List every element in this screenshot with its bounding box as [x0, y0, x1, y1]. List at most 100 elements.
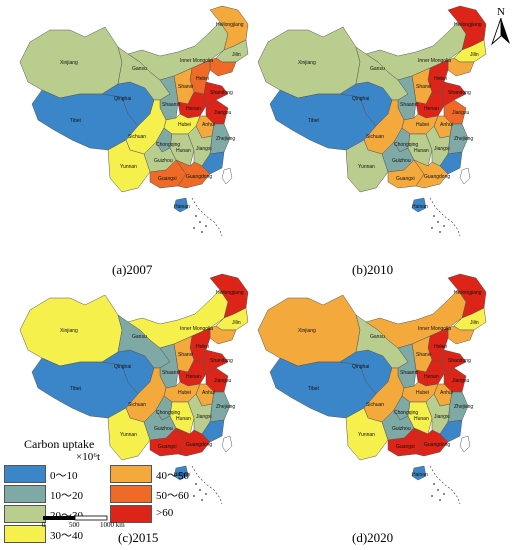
- label-tibet: Tibet: [308, 118, 320, 124]
- legend-swatch-0: [4, 465, 46, 483]
- province-hainan: [173, 465, 189, 481]
- province-hainan: [411, 197, 427, 213]
- label-hainan: Hainan: [174, 204, 190, 210]
- label-zhejiang: Zhejiang: [216, 136, 235, 142]
- label-qinghai: Qinghai: [352, 96, 369, 102]
- island-outline: [459, 435, 471, 453]
- legend-swatch-3: [4, 525, 46, 543]
- label-jiangxi: Jiangxi: [196, 414, 212, 420]
- label-guangdong: Guangdong: [186, 174, 212, 180]
- label-xinjiang: Xinjiang: [60, 328, 78, 334]
- province-guangdong: [175, 159, 211, 189]
- province-guangdong: [413, 427, 449, 457]
- island-dot-2: [431, 495, 433, 497]
- label-qinghai: Qinghai: [352, 364, 369, 370]
- label-tibet: Tibet: [308, 386, 320, 392]
- label-tibet: Tibet: [70, 386, 82, 392]
- label-zhejiang: Zhejiang: [216, 404, 235, 410]
- legend-label-4: 40～50: [156, 470, 189, 482]
- island-dot-4: [205, 225, 207, 227]
- label-zhejiang: Zhejiang: [454, 404, 473, 410]
- scale-bar: [43, 515, 108, 521]
- label-guizhou: Guizhou: [392, 158, 411, 164]
- label-henan: Henan: [424, 374, 439, 380]
- legend-swatch-1: [4, 485, 46, 503]
- province-fujian: [439, 151, 463, 175]
- island-dot-0: [433, 483, 435, 485]
- label-qinghai: Qinghai: [114, 96, 131, 102]
- map-panel-0: Xinjiang Tibet Qinghai Gansu Inner Mongolia H…: [19, 5, 249, 237]
- label-henan: Henan: [424, 106, 439, 112]
- label-chongqing: Chongqing: [394, 142, 418, 148]
- label-guangdong: Guangdong: [424, 442, 450, 448]
- province-fujian: [439, 419, 463, 443]
- label-qinghai: Qinghai: [114, 364, 131, 370]
- label-inner-mongolia: Inner Mongolia: [180, 326, 213, 332]
- caption-d: (d)2020: [352, 530, 394, 545]
- legend-label-1: 10～20: [50, 490, 83, 502]
- island-dot-2: [193, 227, 195, 229]
- label-anhui: Anhui: [440, 390, 453, 396]
- label-jilin: Jilin: [470, 320, 479, 326]
- label-xinjiang: Xinjiang: [60, 60, 78, 66]
- label-hainan: Hainan: [412, 472, 428, 478]
- province-hainan: [173, 197, 189, 213]
- label-jilin: Jilin: [232, 320, 241, 326]
- label-hainan: Hainan: [412, 204, 428, 210]
- province-liaoning: [209, 57, 237, 77]
- sea-boundary-line: [429, 197, 461, 237]
- north-arrow: N: [488, 4, 514, 51]
- label-sichuan: Sichuan: [128, 402, 146, 408]
- label-gansu: Gansu: [370, 66, 385, 72]
- caption-b: (b)2010: [352, 262, 394, 277]
- province-hainan: [411, 465, 427, 481]
- label-jiangsu: Jiangsu: [452, 110, 469, 116]
- island-dot-2: [193, 495, 195, 497]
- label-yunnan: Yunnan: [358, 164, 375, 170]
- province-liaoning: [209, 325, 237, 345]
- label-sichuan: Sichuan: [366, 134, 384, 140]
- label-chongqing: Chongqing: [156, 142, 180, 148]
- label-heilongjiang: Heilongjiang: [454, 290, 482, 296]
- scale-label-1000: 1000 km: [100, 521, 125, 529]
- label-shandong: Shandong: [448, 358, 471, 364]
- island-dot-3: [439, 231, 441, 233]
- label-sichuan: Sichuan: [366, 402, 384, 408]
- label-jilin: Jilin: [470, 52, 479, 58]
- legend-swatch-5: [110, 485, 152, 503]
- label-chongqing: Chongqing: [394, 410, 418, 416]
- legend-label-6: >60: [156, 507, 174, 519]
- label-hunan: Hunan: [414, 416, 429, 422]
- island-dot-4: [205, 493, 207, 495]
- label-guizhou: Guizhou: [154, 158, 173, 164]
- label-heilongjiang: Heilongjiang: [454, 22, 482, 28]
- label-henan: Henan: [186, 374, 201, 380]
- label-jiangsu: Jiangsu: [214, 378, 231, 384]
- label-shandong: Shandong: [210, 90, 233, 96]
- label-hubei: Hubei: [178, 122, 191, 128]
- label-jiangxi: Jiangxi: [196, 146, 212, 152]
- label-hunan: Hunan: [176, 148, 191, 154]
- island-dot-0: [195, 215, 197, 217]
- label-hubei: Hubei: [178, 390, 191, 396]
- island-dot-3: [439, 499, 441, 501]
- label-yunnan: Yunnan: [120, 432, 137, 438]
- map-panel-1: Xinjiang Tibet Qinghai Gansu Inner Mongolia H…: [257, 5, 487, 237]
- label-gansu: Gansu: [132, 334, 147, 340]
- label-inner-mongolia: Inner Mongolia: [180, 58, 213, 64]
- island-dot-3: [201, 499, 203, 501]
- label-shanxi: Shanxi: [178, 352, 193, 358]
- label-yunnan: Yunnan: [120, 164, 137, 170]
- province-guangdong: [175, 427, 211, 457]
- island-dot-4: [443, 225, 445, 227]
- label-tibet: Tibet: [70, 118, 82, 124]
- label-hainan: Hainan: [174, 472, 190, 478]
- label-shanxi: Shanxi: [416, 352, 431, 358]
- label-hebei: Hebei: [196, 344, 209, 350]
- label-anhui: Anhui: [440, 122, 453, 128]
- island-dot-1: [199, 221, 201, 223]
- label-guangdong: Guangdong: [186, 442, 212, 448]
- legend-label-3: 30～40: [50, 530, 83, 542]
- label-hebei: Hebei: [196, 76, 209, 82]
- legend-swatch-2: [4, 505, 46, 523]
